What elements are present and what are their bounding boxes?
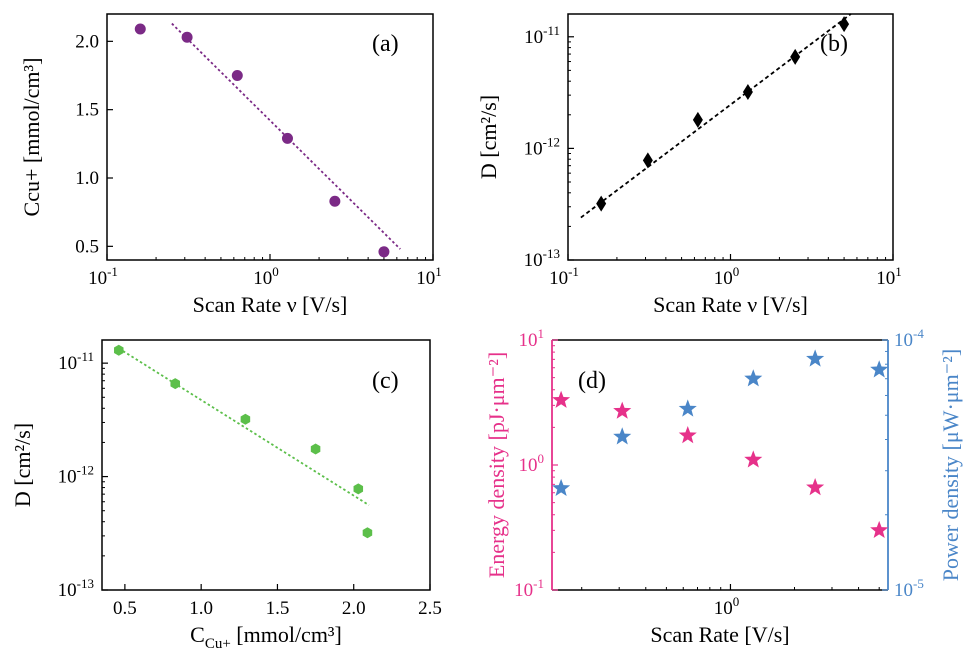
energy-point: [870, 520, 889, 539]
y-tick-label: 10-1: [514, 576, 544, 601]
power-point: [678, 399, 697, 417]
y-tick-label: 2.0: [75, 31, 99, 52]
panel-label: (d): [578, 368, 606, 394]
y-tick-label: 10-11: [524, 23, 560, 48]
energy-point: [744, 450, 763, 468]
x-tick-label: 100: [714, 264, 740, 289]
data-point: [181, 31, 193, 43]
data-point: [231, 70, 243, 81]
plot-frame: [101, 339, 431, 591]
panel-c: (c) CCu+ [mmol/cm³] 0.5 1.0 1.5 2.0 2.5 10-13 10…: [10, 339, 442, 652]
fit-line: [580, 13, 852, 219]
y-tick-label: 0.5: [75, 236, 99, 257]
data-point: [134, 23, 146, 35]
data-point: [839, 16, 850, 33]
power-point: [744, 369, 763, 387]
y-tick-label: 10-5: [894, 576, 924, 601]
data-point: [378, 246, 390, 258]
x-tick-label: 1.0: [189, 598, 213, 619]
y-tick-label: 10-11: [58, 349, 94, 374]
data-point: [114, 344, 124, 356]
x-tick-label: 1.5: [266, 598, 290, 619]
right-axis-label: Power density [μW·μm⁻²]: [938, 349, 963, 581]
data-point: [790, 48, 801, 65]
energy-point: [613, 401, 632, 419]
y-tick-label: 10-13: [524, 246, 560, 271]
x-tick-label: 10-1: [88, 264, 118, 289]
y-tick-label: 1.5: [75, 100, 99, 121]
panel-b: (b) Scan Rate ν [V/s] 10-1 100 101 10-13 10-12…: [476, 13, 902, 317]
panel-label: (c): [372, 368, 399, 394]
data-point: [240, 413, 251, 425]
panel-label: (a): [372, 31, 399, 57]
power-point: [806, 349, 825, 367]
data-point: [170, 378, 180, 390]
panel-a: (a) Scan Rate ν [V/s] 10-1 100 101 0.5 1.0 1.5 2…: [19, 13, 442, 317]
y-tick-label: 10-12: [524, 134, 560, 159]
energy-point: [806, 478, 825, 496]
x-tick-label: 2.0: [342, 598, 366, 619]
y-tick-label: 10-13: [58, 576, 94, 601]
energy-point: [552, 390, 571, 408]
data-point: [353, 483, 364, 495]
data-point: [642, 152, 653, 169]
x-tick-label: 101: [876, 264, 902, 289]
x-tick-label: 10-1: [549, 264, 579, 289]
x-axis-label: Scan Rate ν [V/s]: [193, 292, 348, 317]
y-axis-label: D [cm²/s]: [476, 95, 501, 179]
x-tick-label: 100: [714, 594, 740, 619]
x-axis-label: Scan Rate [V/s]: [650, 622, 789, 647]
x-tick-label: 2.5: [418, 598, 442, 619]
y-tick-label: 100: [519, 451, 545, 476]
data-point: [692, 111, 703, 128]
data-point: [362, 527, 373, 539]
x-axis-label: Scan Rate ν [V/s]: [653, 292, 808, 317]
panel-d: (d) Scan Rate [V/s] 100 10-1 100 101 10-5 10-4 E…: [484, 326, 963, 647]
y-axis-label: Ccu+ [mmol/cm³]: [19, 58, 44, 217]
y-tick-label: 10-4: [894, 326, 924, 351]
power-point: [613, 427, 632, 445]
data-point: [742, 84, 753, 101]
y-tick-label: 101: [519, 326, 545, 351]
power-point: [870, 360, 889, 378]
power-point: [552, 478, 571, 497]
y-tick-label: 1.0: [75, 168, 99, 189]
left-axis-label: Energy density [pJ·μm⁻²]: [484, 352, 509, 578]
data-point: [281, 132, 293, 144]
data-point: [329, 195, 341, 207]
y-tick-label: 10-12: [58, 463, 94, 488]
data-point: [596, 195, 607, 212]
x-tick-label: 0.5: [113, 598, 137, 619]
fit-line: [118, 347, 370, 506]
x-axis-label: CCu+ [mmol/cm³]: [190, 622, 342, 652]
energy-point: [678, 426, 697, 444]
panel-label: (b): [820, 31, 848, 57]
y-axis-label: D [cm²/s]: [10, 423, 35, 507]
x-tick-label: 100: [253, 264, 279, 289]
x-tick-label: 101: [416, 264, 442, 289]
data-point: [310, 443, 321, 455]
